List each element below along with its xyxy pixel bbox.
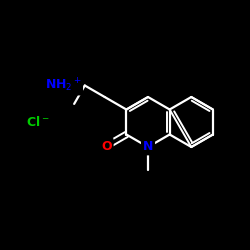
Text: O: O xyxy=(101,140,112,152)
Text: Cl$^-$: Cl$^-$ xyxy=(26,115,50,129)
Text: NH$_2$$^+$: NH$_2$$^+$ xyxy=(45,77,82,94)
Text: N: N xyxy=(143,140,153,153)
